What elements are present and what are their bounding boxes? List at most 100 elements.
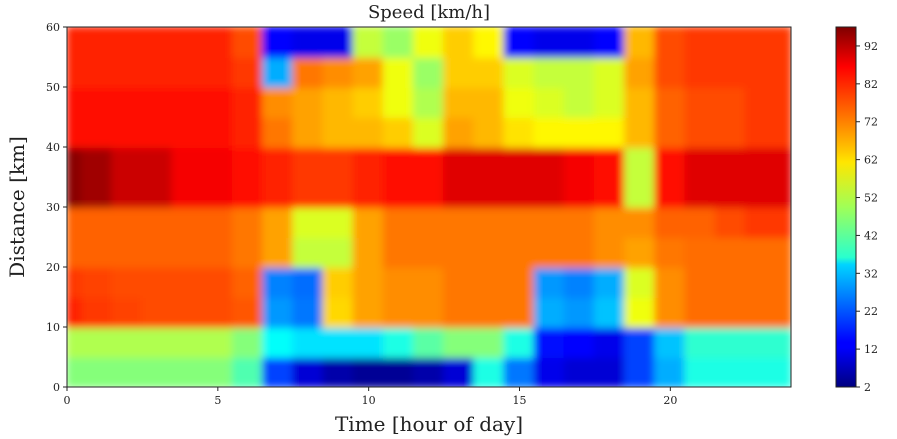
heatmap-cell xyxy=(503,56,536,88)
colorbar-tick-label: 2 xyxy=(864,381,871,394)
heatmap-cell xyxy=(322,176,355,208)
heatmap-cell xyxy=(563,206,596,238)
heatmap-cell xyxy=(322,326,355,358)
heatmap-cell xyxy=(654,56,687,88)
heatmap-cell xyxy=(593,146,627,178)
heatmap-cell xyxy=(443,266,476,298)
heatmap-cell xyxy=(231,236,265,268)
heatmap-cell xyxy=(81,236,114,268)
heatmap-cell xyxy=(473,86,506,118)
heatmap-cell xyxy=(443,356,476,387)
heatmap-cell xyxy=(81,176,114,208)
heatmap-cell xyxy=(533,236,566,268)
heatmap-cell xyxy=(67,206,84,238)
heatmap-cell xyxy=(352,86,385,118)
heatmap-cell xyxy=(684,266,717,298)
heatmap-cell xyxy=(774,27,791,58)
heatmap-cell xyxy=(473,236,506,268)
heatmap-cell xyxy=(141,206,174,238)
heatmap-cell xyxy=(412,56,446,88)
heatmap-cell xyxy=(593,56,627,88)
heatmap-cell xyxy=(563,27,596,58)
heatmap-cell xyxy=(262,326,295,358)
heatmap-cell xyxy=(563,86,596,118)
heatmap-cell xyxy=(231,266,265,298)
heatmap-cell xyxy=(714,326,747,358)
heatmap-cell xyxy=(443,116,476,148)
heatmap-cell xyxy=(443,296,476,328)
heatmap-cell xyxy=(81,356,114,387)
heatmap-cell xyxy=(67,27,84,58)
heatmap-cell xyxy=(412,116,446,148)
heatmap-cell xyxy=(201,146,234,178)
heatmap-cell xyxy=(473,27,506,58)
heatmap-cell xyxy=(684,206,717,238)
heatmap-cell xyxy=(654,266,687,298)
heatmap-cell xyxy=(231,206,265,238)
heatmap-cell xyxy=(744,176,777,208)
chart-title: Speed [km/h] xyxy=(368,2,490,23)
heatmap-cell xyxy=(593,236,627,268)
heatmap-cell xyxy=(774,116,791,148)
heatmap-cell xyxy=(684,27,717,58)
heatmap-cell xyxy=(412,206,446,238)
heatmap-cell xyxy=(714,56,747,88)
heatmap-cell xyxy=(81,86,114,118)
heatmap-cell xyxy=(503,176,536,208)
heatmap-cell xyxy=(201,326,234,358)
heatmap-cell xyxy=(744,266,777,298)
heatmap-cell xyxy=(563,266,596,298)
colorbar-tick-label: 52 xyxy=(864,192,878,205)
heatmap-cell xyxy=(654,356,687,387)
heatmap-cell xyxy=(352,296,385,328)
heatmap-cell xyxy=(533,356,566,387)
colorbar-tick-label: 32 xyxy=(864,267,878,280)
heatmap-cell xyxy=(503,326,536,358)
heatmap-cell xyxy=(714,146,747,178)
heatmap-cell xyxy=(503,266,536,298)
heatmap-cell xyxy=(563,116,596,148)
heatmap-cell xyxy=(81,116,114,148)
heatmap-cell xyxy=(292,326,325,358)
heatmap-cell xyxy=(563,326,596,358)
colorbar-tick-label: 62 xyxy=(864,154,878,167)
heatmap-cell xyxy=(593,116,627,148)
heatmap-cell xyxy=(714,266,747,298)
y-tick-label: 0 xyxy=(53,381,60,394)
heatmap-cell xyxy=(81,206,114,238)
heatmap-cell xyxy=(67,326,84,358)
heatmap-cell xyxy=(533,146,566,178)
heatmap-cell xyxy=(714,296,747,328)
heatmap-cell xyxy=(624,326,657,358)
heatmap-cell xyxy=(171,356,204,387)
heatmap-cell xyxy=(533,27,566,58)
heatmap-cell xyxy=(322,236,355,268)
heatmap-cell xyxy=(352,356,385,387)
heatmap-cell xyxy=(111,236,144,268)
colorbar-tick-label: 42 xyxy=(864,229,878,242)
heatmap-cell xyxy=(67,116,84,148)
plot-area xyxy=(67,27,791,387)
heatmap-cell xyxy=(684,146,717,178)
y-tick-label: 20 xyxy=(46,261,60,274)
heatmap-cell xyxy=(654,86,687,118)
heatmap-cell xyxy=(111,356,144,387)
heatmap-cell xyxy=(81,56,114,88)
heatmap-cell xyxy=(624,56,657,88)
heatmap-cell xyxy=(201,236,234,268)
heatmap-cell xyxy=(714,356,747,387)
heatmap-cell xyxy=(322,86,355,118)
heatmap-cell xyxy=(262,56,295,88)
heatmap-cell xyxy=(533,86,566,118)
heatmap-cell xyxy=(654,116,687,148)
heatmap-cell xyxy=(382,146,415,178)
heatmap-cell xyxy=(624,27,657,58)
heatmap-cell xyxy=(201,86,234,118)
heatmap-cell xyxy=(774,266,791,298)
heatmap-cell xyxy=(744,326,777,358)
heatmap-cell xyxy=(654,146,687,178)
heatmap-cell xyxy=(322,356,355,387)
x-tick-label: 20 xyxy=(663,394,677,407)
heatmap-cell xyxy=(593,356,627,387)
heatmap-cell xyxy=(654,326,687,358)
